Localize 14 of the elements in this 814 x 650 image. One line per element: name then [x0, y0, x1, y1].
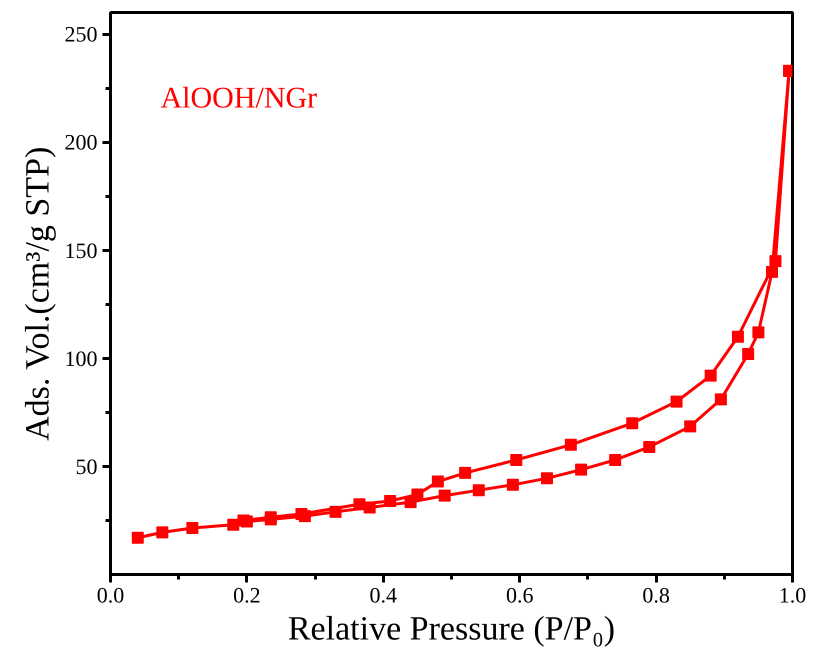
x-tick-label: 0.8: [642, 582, 670, 608]
x-tick-label: 1.0: [778, 582, 806, 608]
y-tick-label: 100: [64, 346, 98, 371]
y-tick-label: 150: [64, 238, 98, 263]
annotation: AlOOH/NGr: [160, 82, 318, 114]
y-tick-label: 250: [64, 22, 98, 47]
x-tick-label: 0.6: [506, 582, 534, 608]
x-tick-label: 0.2: [233, 582, 261, 608]
y-tick-label: 200: [64, 130, 98, 155]
y-tick-label: 50: [76, 454, 98, 479]
x-tick-label: 0.0: [96, 582, 124, 608]
y-axis-title: Ads. Vol.(cm³/g STP): [20, 146, 56, 441]
x-axis-title: Relative Pressure (P/P₀): [288, 610, 616, 648]
x-tick-label: 0.4: [370, 582, 398, 608]
